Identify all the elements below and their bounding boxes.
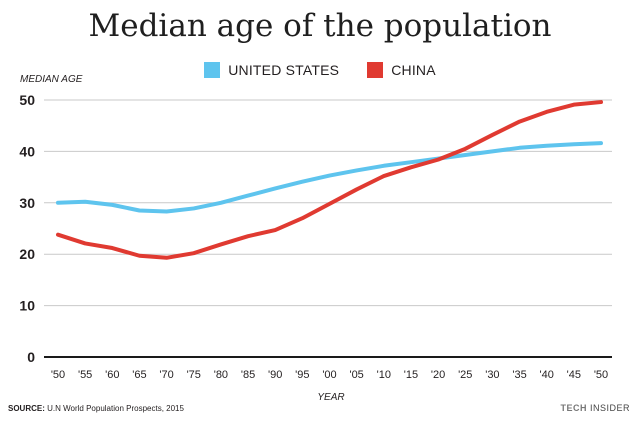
x-tick-label: '60 (105, 369, 119, 381)
x-axis-label: YEAR (317, 392, 344, 403)
brand-logo: TECH INSIDER (560, 403, 630, 413)
chart-title: Median age of the population (88, 8, 552, 44)
y-tick-label: 50 (19, 92, 35, 108)
y-tick-label: 0 (27, 349, 35, 365)
x-tick-label: '15 (404, 369, 418, 381)
x-tick-label: '00 (322, 369, 336, 381)
x-tick-label: '35 (512, 369, 526, 381)
x-tick-label: '50 (594, 369, 608, 381)
x-tick-label: '30 (485, 369, 499, 381)
x-tick-label: '25 (458, 369, 472, 381)
source-label: SOURCE: (8, 404, 45, 413)
legend-label-china: CHINA (391, 62, 436, 78)
y-axis-label: MEDIAN AGE (20, 74, 83, 85)
x-tick-label: '20 (431, 369, 445, 381)
y-tick-label: 20 (19, 246, 35, 262)
x-tick-label: '05 (349, 369, 363, 381)
x-tick-label: '40 (540, 369, 554, 381)
x-tick-label: '50 (51, 369, 65, 381)
source-note: SOURCE: U.N World Population Prospects, … (8, 404, 184, 413)
x-tick-label: '85 (241, 369, 255, 381)
x-tick-label: '70 (159, 369, 173, 381)
source-text: U.N World Population Prospects, 2015 (47, 404, 184, 413)
series-line-us (56, 141, 603, 214)
legend: UNITED STATES CHINA (0, 62, 640, 78)
y-tick-label: 30 (19, 195, 35, 211)
legend-swatch-us (204, 62, 221, 78)
brand-part-1: TECH (560, 403, 587, 413)
x-tick-label: '65 (132, 369, 146, 381)
x-tick-label: '10 (377, 369, 391, 381)
x-tick-label: '80 (214, 369, 228, 381)
legend-item-china: CHINA (367, 62, 436, 78)
x-tick-label: '75 (187, 369, 201, 381)
legend-item-us: UNITED STATES (204, 62, 339, 78)
x-tick-label: '55 (78, 369, 92, 381)
y-tick-label: 40 (19, 143, 35, 159)
x-tick-label: '95 (295, 369, 309, 381)
x-tick-label: '90 (268, 369, 282, 381)
x-tick-label: '45 (567, 369, 581, 381)
legend-label-us: UNITED STATES (228, 62, 340, 78)
y-tick-label: 10 (19, 298, 35, 314)
series-line-china (56, 100, 603, 260)
legend-swatch-china (367, 62, 384, 78)
brand-part-2: INSIDER (589, 403, 630, 413)
